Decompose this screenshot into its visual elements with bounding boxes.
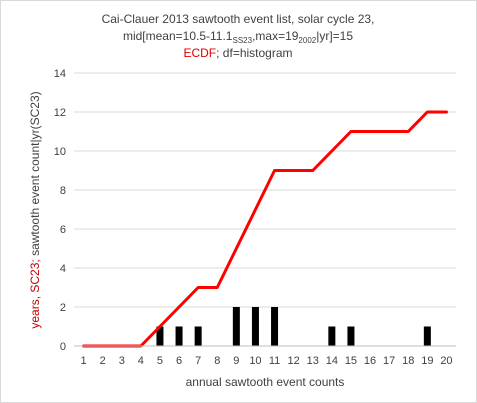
grid-lines (74, 72, 456, 308)
chart-title-line2: mid[mean=10.5-11.1SS23,max=192002|yr]=15 (123, 29, 353, 45)
x-tick-8: 8 (214, 355, 220, 367)
y-tick-10: 10 (54, 146, 66, 158)
y-tick-0: 0 (60, 341, 66, 353)
bar-6 (175, 326, 183, 346)
x-tick-16: 16 (364, 355, 376, 367)
x-tick-4: 4 (138, 355, 144, 367)
bar-15 (347, 326, 355, 346)
y-axis-label-red: years, SC23; (28, 259, 42, 328)
y-tick-14: 14 (54, 68, 66, 80)
y-tick-labels: 0 2 4 6 8 10 12 14 (54, 68, 66, 353)
y-tick-4: 4 (60, 263, 66, 275)
histogram-bars (156, 307, 431, 346)
x-tick-11: 11 (269, 355, 280, 367)
title-line2-sub1: SS23 (232, 36, 252, 45)
title-ecdf-label: ECDF (183, 46, 216, 60)
y-tick-6: 6 (60, 224, 66, 236)
y-tick-12: 12 (54, 107, 66, 119)
x-tick-20: 20 (440, 355, 452, 367)
y-tick-2: 2 (60, 302, 66, 314)
x-tick-6: 6 (176, 355, 182, 367)
x-tick-3: 3 (119, 355, 125, 367)
x-tick-9: 9 (233, 355, 239, 367)
x-tick-15: 15 (345, 355, 357, 367)
y-axis-label-rest: sawtooth event count|yr(SC23) (28, 91, 42, 259)
bar-9 (232, 307, 240, 346)
x-tick-5: 5 (157, 355, 163, 367)
x-tick-labels: 1 2 3 4 5 6 7 8 9 10 11 12 13 14 15 16 17 18 19 20 (80, 355, 452, 367)
x-tick-18: 18 (402, 355, 414, 367)
y-tick-8: 8 (60, 185, 66, 197)
x-tick-7: 7 (195, 355, 201, 367)
bar-10 (251, 307, 259, 346)
title-line2-suffix: |yr]=15 (316, 29, 353, 43)
title-line2-prefix: mid[mean=10.5-11.1 (123, 29, 233, 43)
bar-11 (271, 307, 279, 346)
x-tick-19: 19 (421, 355, 433, 367)
x-tick-1: 1 (80, 355, 86, 367)
bar-7 (194, 326, 202, 346)
chart-title-line3: ECDF; df=histogram (183, 46, 292, 60)
x-tick-17: 17 (383, 355, 395, 367)
x-tick-10: 10 (249, 355, 261, 367)
bar-14 (328, 326, 336, 346)
ecdf-line (82, 110, 448, 348)
x-tick-13: 13 (307, 355, 319, 367)
x-axis-label: annual sawtooth event counts (186, 375, 345, 389)
bar-5 (156, 326, 164, 346)
x-tick-12: 12 (288, 355, 300, 367)
bar-19 (423, 326, 431, 346)
chart-title-line1: Cai-Clauer 2013 sawtooth event list, sol… (102, 12, 375, 26)
x-tick-2: 2 (100, 355, 106, 367)
y-axis-label: years, SC23; sawtooth event count|yr(SC2… (28, 91, 42, 328)
title-line2-mid: ,max=19 (252, 29, 299, 43)
x-tick-14: 14 (326, 355, 338, 367)
title-line3-rest: ; df=histogram (216, 46, 292, 60)
ecdf-line-group (82, 110, 448, 348)
title-line2-sub2: 2002 (298, 36, 316, 45)
